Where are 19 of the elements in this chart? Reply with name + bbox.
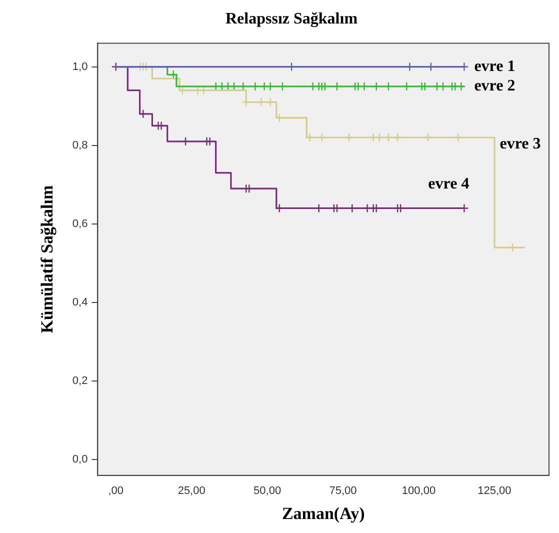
x-tick-label: 125,00 [478, 485, 512, 498]
y-tick-label: 1,0 [72, 60, 88, 73]
series-label: evre 4 [428, 175, 470, 192]
y-tick-label: 0,0 [72, 454, 88, 466]
x-tick-label: ,00 [108, 485, 124, 498]
x-tick-label: 100,00 [402, 485, 436, 498]
series-label: evre 1 [474, 58, 516, 75]
x-tick-label: 75,00 [329, 485, 357, 498]
x-axis-title: Zaman(Ay) [282, 504, 365, 524]
y-axis-title: Kümülatif Sağkalım [38, 185, 57, 334]
chart-title: Relapssız Sağkalım [225, 10, 358, 28]
x-tick-label: 50,00 [254, 485, 282, 498]
y-tick-label: 0,2 [72, 375, 88, 388]
y-tick-label: 0,4 [72, 296, 88, 309]
series-label: evre 3 [500, 136, 541, 153]
y-tick-label: 0,8 [72, 139, 88, 152]
y-tick-label: 0,6 [72, 218, 88, 230]
series-label: evre 2 [474, 78, 516, 95]
x-tick-label: 25,00 [178, 485, 206, 498]
